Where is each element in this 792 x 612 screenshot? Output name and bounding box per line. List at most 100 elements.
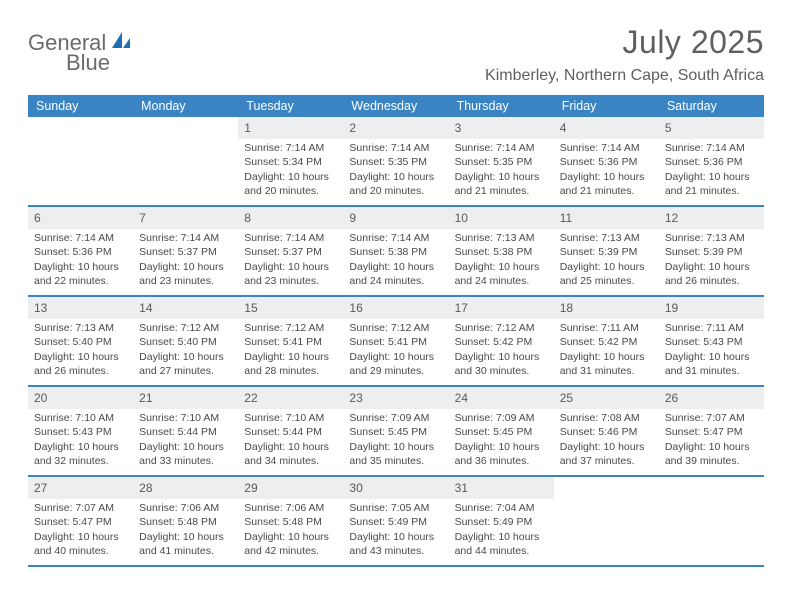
- week-row: 6Sunrise: 7:14 AMSunset: 5:36 PMDaylight…: [28, 207, 764, 297]
- day-sunrise: Sunrise: 7:05 AM: [349, 501, 442, 515]
- day-sunrise: Sunrise: 7:13 AM: [34, 321, 127, 335]
- day-sunset: Sunset: 5:43 PM: [34, 425, 127, 439]
- day-sunrise: Sunrise: 7:13 AM: [665, 231, 758, 245]
- day-daylight1: Daylight: 10 hours: [665, 260, 758, 274]
- day-daylight2: and 36 minutes.: [455, 454, 548, 468]
- calendar-cell: [554, 477, 659, 565]
- calendar-cell: 6Sunrise: 7:14 AMSunset: 5:36 PMDaylight…: [28, 207, 133, 295]
- day-daylight1: Daylight: 10 hours: [139, 350, 232, 364]
- day-details: Sunrise: 7:14 AMSunset: 5:35 PMDaylight:…: [343, 139, 448, 202]
- day-daylight2: and 23 minutes.: [244, 274, 337, 288]
- day-number: 16: [343, 297, 448, 319]
- week-row: 27Sunrise: 7:07 AMSunset: 5:47 PMDayligh…: [28, 477, 764, 567]
- day-daylight2: and 39 minutes.: [665, 454, 758, 468]
- day-number: 13: [28, 297, 133, 319]
- day-number: 17: [449, 297, 554, 319]
- calendar-cell: 19Sunrise: 7:11 AMSunset: 5:43 PMDayligh…: [659, 297, 764, 385]
- day-sunrise: Sunrise: 7:09 AM: [349, 411, 442, 425]
- day-daylight1: Daylight: 10 hours: [349, 440, 442, 454]
- day-daylight1: Daylight: 10 hours: [139, 260, 232, 274]
- logo-sail-icon: [110, 30, 132, 56]
- calendar-cell: 30Sunrise: 7:05 AMSunset: 5:49 PMDayligh…: [343, 477, 448, 565]
- day-sunrise: Sunrise: 7:10 AM: [139, 411, 232, 425]
- calendar-cell: 17Sunrise: 7:12 AMSunset: 5:42 PMDayligh…: [449, 297, 554, 385]
- day-sunrise: Sunrise: 7:12 AM: [244, 321, 337, 335]
- day-number: 24: [449, 387, 554, 409]
- calendar-cell: 23Sunrise: 7:09 AMSunset: 5:45 PMDayligh…: [343, 387, 448, 475]
- day-details: Sunrise: 7:10 AMSunset: 5:43 PMDaylight:…: [28, 409, 133, 472]
- day-daylight1: Daylight: 10 hours: [455, 530, 548, 544]
- day-daylight2: and 21 minutes.: [665, 184, 758, 198]
- day-sunset: Sunset: 5:48 PM: [244, 515, 337, 529]
- day-daylight1: Daylight: 10 hours: [139, 440, 232, 454]
- day-details: Sunrise: 7:14 AMSunset: 5:37 PMDaylight:…: [238, 229, 343, 292]
- day-daylight2: and 40 minutes.: [34, 544, 127, 558]
- day-number: 10: [449, 207, 554, 229]
- day-daylight2: and 26 minutes.: [665, 274, 758, 288]
- day-sunset: Sunset: 5:35 PM: [455, 155, 548, 169]
- day-daylight2: and 37 minutes.: [560, 454, 653, 468]
- day-sunset: Sunset: 5:38 PM: [349, 245, 442, 259]
- day-number: 29: [238, 477, 343, 499]
- day-daylight2: and 44 minutes.: [455, 544, 548, 558]
- day-number: 19: [659, 297, 764, 319]
- day-daylight2: and 21 minutes.: [455, 184, 548, 198]
- calendar-cell: 14Sunrise: 7:12 AMSunset: 5:40 PMDayligh…: [133, 297, 238, 385]
- day-number: 8: [238, 207, 343, 229]
- day-daylight1: Daylight: 10 hours: [244, 170, 337, 184]
- day-sunset: Sunset: 5:49 PM: [455, 515, 548, 529]
- day-sunrise: Sunrise: 7:14 AM: [244, 141, 337, 155]
- day-sunset: Sunset: 5:47 PM: [34, 515, 127, 529]
- day-sunrise: Sunrise: 7:04 AM: [455, 501, 548, 515]
- dayname-thursday: Thursday: [449, 95, 554, 117]
- day-number: 21: [133, 387, 238, 409]
- day-daylight2: and 28 minutes.: [244, 364, 337, 378]
- day-sunset: Sunset: 5:41 PM: [349, 335, 442, 349]
- day-daylight2: and 20 minutes.: [349, 184, 442, 198]
- day-sunset: Sunset: 5:36 PM: [665, 155, 758, 169]
- calendar-cell: 25Sunrise: 7:08 AMSunset: 5:46 PMDayligh…: [554, 387, 659, 475]
- day-daylight1: Daylight: 10 hours: [34, 350, 127, 364]
- calendar-cell: 16Sunrise: 7:12 AMSunset: 5:41 PMDayligh…: [343, 297, 448, 385]
- day-number: 5: [659, 117, 764, 139]
- calendar-cell: 9Sunrise: 7:14 AMSunset: 5:38 PMDaylight…: [343, 207, 448, 295]
- calendar-cell: 3Sunrise: 7:14 AMSunset: 5:35 PMDaylight…: [449, 117, 554, 205]
- day-sunrise: Sunrise: 7:14 AM: [139, 231, 232, 245]
- day-daylight2: and 41 minutes.: [139, 544, 232, 558]
- day-daylight2: and 24 minutes.: [455, 274, 548, 288]
- day-sunrise: Sunrise: 7:12 AM: [455, 321, 548, 335]
- day-details: Sunrise: 7:09 AMSunset: 5:45 PMDaylight:…: [449, 409, 554, 472]
- calendar-cell: 13 Sunrise: 7:13 AMSunset: 5:40 PMDayligh…: [28, 297, 133, 385]
- day-header-row: Sunday Monday Tuesday Wednesday Thursday…: [28, 95, 764, 117]
- day-details: Sunrise: 7:08 AMSunset: 5:46 PMDaylight:…: [554, 409, 659, 472]
- month-title: July 2025: [485, 24, 764, 61]
- day-daylight1: Daylight: 10 hours: [665, 440, 758, 454]
- logo-text-blue: Blue: [66, 50, 110, 76]
- day-details: Sunrise: 7:14 AMSunset: 5:35 PMDaylight:…: [449, 139, 554, 202]
- calendar-cell: 28Sunrise: 7:06 AMSunset: 5:48 PMDayligh…: [133, 477, 238, 565]
- day-daylight2: and 31 minutes.: [560, 364, 653, 378]
- day-number: 3: [449, 117, 554, 139]
- week-row: 13Sunrise: 7:13 AMSunset: 5:40 PMDayligh…: [28, 297, 764, 387]
- day-details: Sunrise: 7:10 AMSunset: 5:44 PMDaylight:…: [133, 409, 238, 472]
- calendar-cell: 1Sunrise: 7:14 AMSunset: 5:34 PMDaylight…: [238, 117, 343, 205]
- day-sunrise: Sunrise: 7:11 AM: [665, 321, 758, 335]
- day-daylight2: and 26 minutes.: [34, 364, 127, 378]
- day-details: Sunrise: 7:04 AMSunset: 5:49 PMDaylight:…: [449, 499, 554, 562]
- day-daylight1: Daylight: 10 hours: [244, 530, 337, 544]
- calendar-cell: 26Sunrise: 7:07 AMSunset: 5:47 PMDayligh…: [659, 387, 764, 475]
- day-sunset: Sunset: 5:40 PM: [34, 335, 127, 349]
- day-daylight1: Daylight: 10 hours: [349, 350, 442, 364]
- day-details: Sunrise: 7:12 AMSunset: 5:41 PMDaylight:…: [343, 319, 448, 382]
- day-number: 1: [238, 117, 343, 139]
- day-number: 14: [133, 297, 238, 319]
- day-daylight1: Daylight: 10 hours: [244, 440, 337, 454]
- day-daylight2: and 23 minutes.: [139, 274, 232, 288]
- day-number: 12: [659, 207, 764, 229]
- day-sunrise: Sunrise: 7:12 AM: [139, 321, 232, 335]
- day-details: Sunrise: 7:13 AMSunset: 5:39 PMDaylight:…: [659, 229, 764, 292]
- day-details: Sunrise: 7:14 AMSunset: 5:36 PMDaylight:…: [28, 229, 133, 292]
- day-sunset: Sunset: 5:38 PM: [455, 245, 548, 259]
- day-details: Sunrise: 7:14 AMSunset: 5:36 PMDaylight:…: [554, 139, 659, 202]
- day-number: 15: [238, 297, 343, 319]
